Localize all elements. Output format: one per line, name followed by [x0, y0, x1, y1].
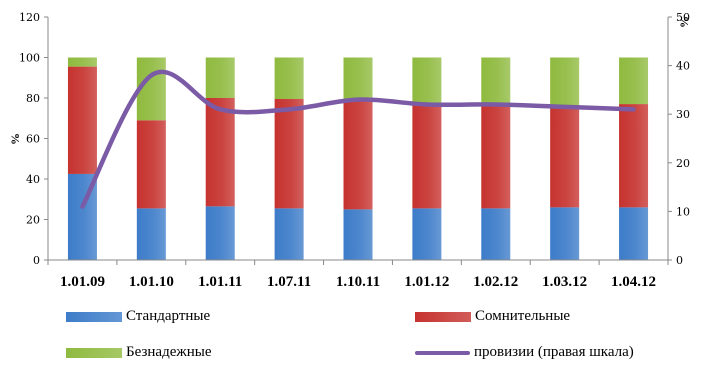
category-label: 1.01.12 — [404, 274, 449, 290]
legend-swatch — [66, 311, 122, 322]
left-tick-label: 80 — [26, 92, 40, 105]
legend-label: Сомнительные — [475, 308, 571, 325]
legend-item-3: Безнадежные — [66, 344, 211, 361]
line-series-1 — [80, 69, 636, 209]
bar-3-5 — [343, 57, 373, 102]
bar-2-8 — [550, 105, 580, 208]
left-axis-label: % — [8, 133, 22, 145]
bar-1-8 — [550, 207, 580, 260]
bar-2-7 — [481, 104, 511, 209]
category-label: 1.01.10 — [129, 274, 174, 290]
bar-3-9 — [619, 57, 649, 105]
right-tick-label: 10 — [676, 205, 690, 218]
legend-label: Безнадежные — [126, 344, 212, 361]
legend-label: провизии (правая шкала) — [474, 344, 634, 361]
bar-2-2 — [136, 120, 166, 209]
right-tick-label: 0 — [676, 254, 683, 267]
right-tick-label: 20 — [676, 157, 690, 170]
right-axis-label: % — [677, 16, 691, 28]
bar-2-9 — [619, 104, 649, 208]
category-label: 1.03.12 — [542, 274, 587, 290]
left-tick-label: 120 — [19, 11, 40, 24]
bar-2-4 — [274, 99, 304, 209]
bar-3-8 — [550, 57, 580, 106]
category-label: 1.04.12 — [611, 274, 656, 290]
bar-1-9 — [619, 207, 649, 260]
bar-3-6 — [412, 57, 442, 104]
bar-1-6 — [412, 208, 442, 260]
axes-layer: 0 20 40 60 80 100 120 0 10 20 30 40 50 1.01.09 1.01.10… — [8, 11, 691, 290]
legend-swatch — [66, 347, 122, 358]
right-tick-label: 30 — [676, 108, 690, 121]
legend-swatch — [415, 350, 470, 355]
category-label: 1.02.12 — [473, 274, 518, 290]
bar-1-4 — [274, 208, 304, 260]
chart: 0 20 40 60 80 100 120 0 10 20 30 40 50 1.01.09 1.01.10… — [8, 11, 691, 290]
left-tick-label: 0 — [33, 254, 40, 267]
bar-2-1 — [67, 66, 97, 174]
bar-1-7 — [481, 208, 511, 260]
legend-swatch — [415, 311, 471, 322]
bar-1-5 — [343, 209, 373, 260]
right-tick-label: 50 — [676, 11, 690, 24]
bar-1-2 — [136, 208, 166, 260]
bar-1-3 — [205, 206, 235, 260]
bar-3-4 — [274, 57, 304, 100]
bar-layer — [67, 57, 649, 260]
category-label: 1.07.11 — [267, 274, 311, 290]
category-label: 1.01.09 — [60, 274, 105, 290]
left-tick-label: 40 — [26, 173, 40, 186]
category-label: 1.10.11 — [336, 274, 380, 290]
right-tick-label: 40 — [676, 60, 690, 73]
bar-2-6 — [412, 103, 442, 209]
left-tick-label: 20 — [26, 214, 40, 227]
legend-item-2: Сомнительные — [415, 308, 570, 325]
left-tick-label: 60 — [26, 133, 40, 146]
legend-item-1: Стандартные — [66, 308, 210, 325]
left-tick-label: 100 — [19, 52, 40, 65]
bar-3-7 — [481, 57, 511, 105]
category-label: 1.01.11 — [198, 274, 242, 290]
legend-item-4: провизии (правая шкала) — [415, 344, 634, 361]
line-layer — [80, 69, 636, 209]
bar-2-3 — [205, 98, 235, 207]
bar-3-3 — [205, 57, 235, 98]
bar-2-5 — [343, 101, 373, 210]
bar-3-1 — [67, 57, 97, 67]
legend-label: Стандартные — [126, 308, 211, 325]
